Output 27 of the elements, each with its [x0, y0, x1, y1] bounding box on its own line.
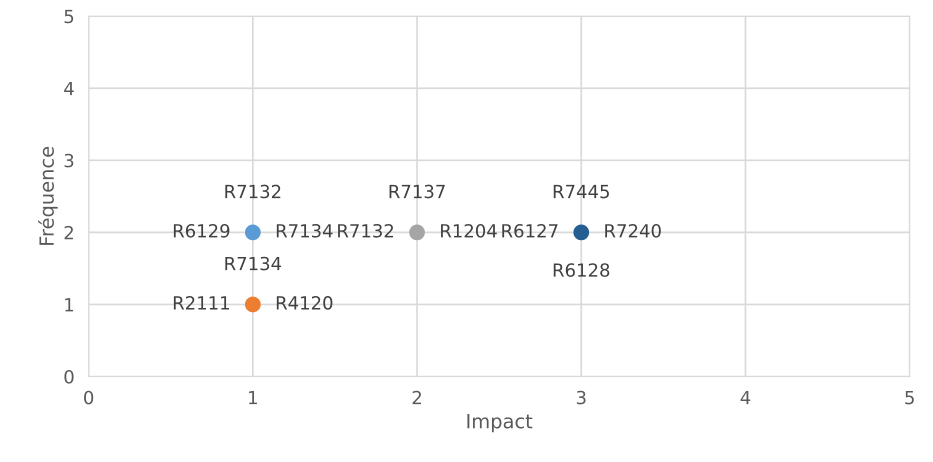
annotation: R2111: [174, 296, 229, 310]
x-tick-label: 2: [412, 390, 421, 404]
x-axis-title: Impact: [467, 414, 532, 432]
y-tick-label: 3: [64, 154, 74, 168]
annotation: R6128: [554, 263, 610, 277]
x-tick-label: 0: [84, 390, 94, 404]
y-tick-label: 4: [64, 82, 74, 96]
annotation: R4120: [276, 296, 332, 310]
annotation: R7132: [225, 184, 280, 198]
x-tick-label: 5: [905, 390, 914, 404]
x-tick-label: 1: [249, 390, 257, 404]
annotation: R1204: [441, 224, 497, 238]
x-tick-label: 4: [740, 390, 750, 404]
y-tick-label: 5: [64, 10, 74, 24]
y-tick-label: 2: [64, 226, 73, 240]
y-axis-title: Fréquence: [38, 146, 58, 245]
annotation: R7137: [390, 184, 445, 198]
y-tick-label: 0: [64, 370, 74, 384]
annotation: R6127: [502, 224, 558, 238]
annotation: R7240: [605, 224, 661, 238]
annotation: R7134: [225, 256, 282, 270]
annotation: R7134: [276, 224, 333, 238]
y-tick-label: 1: [65, 298, 74, 312]
x-tick-label: 3: [576, 390, 586, 404]
annotation: R7132: [338, 224, 394, 238]
annotation: R7445: [554, 184, 609, 198]
annotation: R6129: [174, 224, 230, 238]
